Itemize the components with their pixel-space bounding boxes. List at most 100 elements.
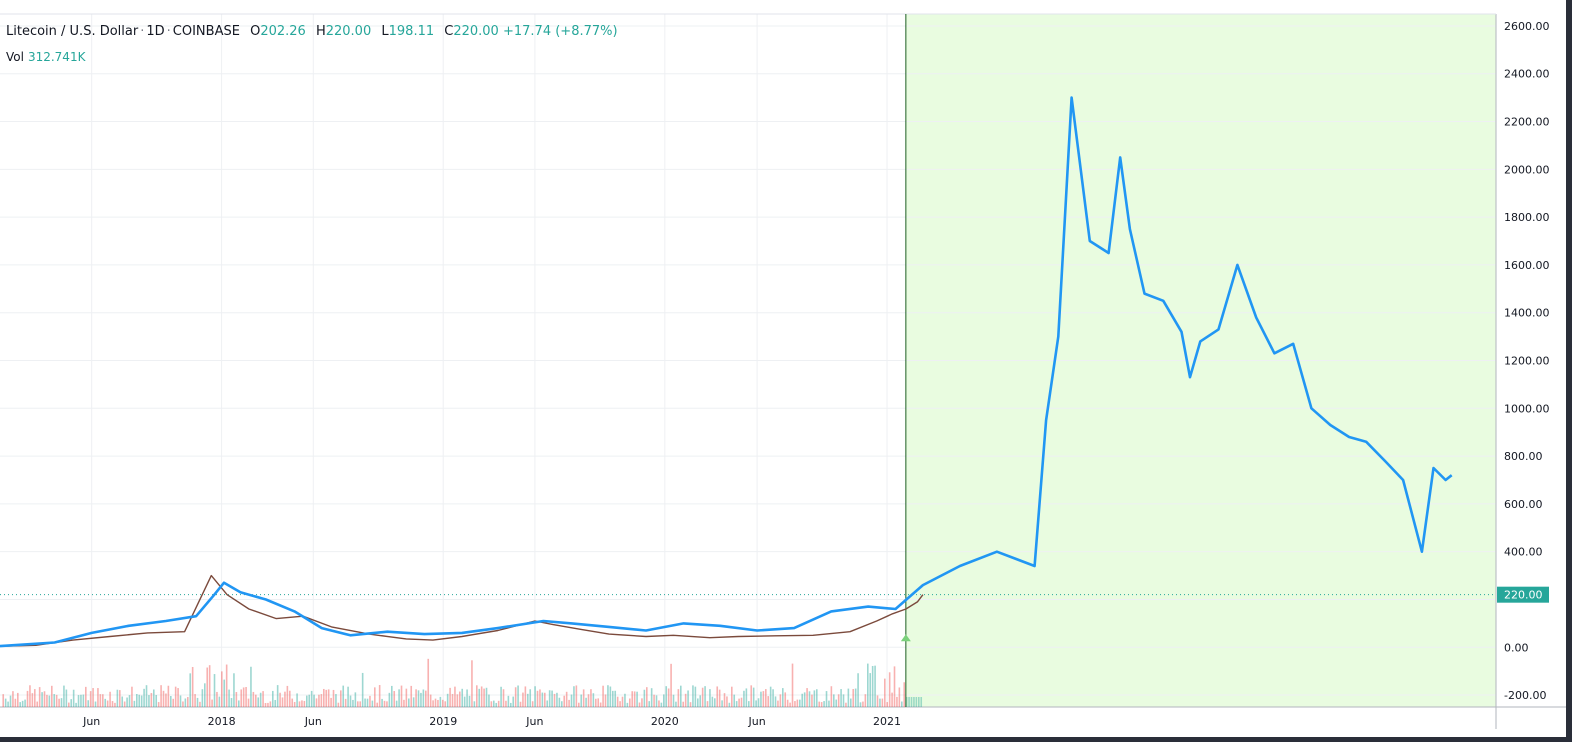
volume-bar: [497, 700, 500, 707]
volume-bar: [315, 698, 318, 707]
window-frame-bottom: [0, 737, 1572, 742]
volume-bar: [544, 692, 546, 707]
volume-bar: [174, 686, 177, 707]
volume-bar: [619, 701, 621, 707]
volume-bar: [374, 687, 376, 707]
volume-bar: [541, 692, 544, 707]
legend-open-label: O: [250, 24, 261, 39]
volume-bar: [694, 686, 697, 707]
volume-bar: [262, 691, 264, 707]
volume-bar: [529, 689, 532, 707]
volume-bar: [587, 694, 590, 707]
volume-bar: [663, 694, 665, 707]
volume-bar: [199, 701, 201, 707]
legend-symbol[interactable]: Litecoin / U.S. Dollar: [6, 24, 139, 39]
volume-bar: [850, 698, 852, 707]
volume-bar: [238, 700, 240, 707]
volume-bar: [97, 688, 99, 707]
volume-bar: [106, 700, 109, 707]
volume-bar: [444, 701, 447, 707]
volume-bar: [483, 688, 485, 707]
volume-bar: [87, 700, 90, 707]
volume-bar: [896, 696, 898, 707]
volume-bar: [760, 691, 762, 707]
volume-bar: [672, 694, 675, 707]
volume-bar: [563, 695, 566, 707]
volume-legend: Vol 312.741K: [6, 50, 85, 64]
volume-bar: [767, 696, 770, 707]
volume-bar: [468, 695, 471, 707]
volume-bar: [233, 673, 235, 707]
volume-bar: [903, 682, 906, 707]
volume-bar: [371, 700, 374, 707]
volume-bar: [157, 702, 160, 707]
volume-bar: [582, 689, 585, 707]
volume-bar: [631, 691, 634, 707]
volume-bar: [658, 700, 660, 707]
volume-bar: [772, 689, 774, 707]
volume-bar: [502, 689, 505, 707]
volume-label: Vol: [6, 50, 24, 64]
y-tick-label: 400.00: [1504, 546, 1543, 559]
volume-bar: [437, 699, 439, 707]
volume-bar: [910, 697, 913, 707]
volume-bar: [585, 697, 587, 707]
volume-bar: [884, 678, 886, 707]
volume-bar: [442, 699, 444, 707]
legend-separator: ·: [140, 24, 145, 39]
volume-bar: [148, 695, 150, 707]
volume-bar: [665, 686, 668, 707]
volume-bar: [697, 698, 699, 707]
volume-bar: [687, 690, 689, 707]
volume-bar: [332, 689, 335, 707]
volume-bar: [755, 700, 757, 707]
volume-bar: [463, 696, 466, 707]
volume-bar: [782, 688, 784, 707]
volume-bar: [36, 701, 39, 707]
legend-close-label: C: [444, 24, 454, 39]
volume-bar: [573, 686, 575, 707]
volume-bar: [155, 695, 158, 707]
volume-bar: [72, 689, 75, 707]
volume-bar: [269, 701, 272, 707]
volume-bar: [490, 701, 493, 707]
volume-bar: [366, 698, 369, 707]
volume-bar: [378, 685, 381, 707]
volume-bar: [738, 698, 740, 707]
volume-bar: [206, 667, 209, 707]
volume-bar: [323, 688, 325, 707]
volume-bar: [417, 690, 420, 707]
volume-bar: [546, 700, 549, 707]
volume-bar: [660, 702, 663, 707]
volume-bar: [102, 694, 104, 707]
volume-bar: [553, 693, 556, 707]
volume-bar: [451, 693, 454, 707]
volume-bar: [51, 685, 53, 707]
volume-bar: [757, 698, 760, 707]
volume-bar: [245, 687, 247, 707]
volume-bar: [726, 696, 728, 707]
legend-interval[interactable]: 1D: [146, 24, 165, 39]
volume-bar: [784, 692, 787, 707]
volume-bar: [667, 688, 670, 707]
volume-bar: [400, 685, 403, 707]
legend-separator: ·: [166, 24, 171, 39]
y-tick-label: 1800.00: [1504, 211, 1550, 224]
volume-bar: [92, 688, 94, 707]
volume-bar: [750, 685, 753, 707]
legend-low-value: 198.11: [388, 24, 435, 39]
volume-bar: [638, 702, 641, 707]
volume-bar: [723, 693, 726, 707]
volume-bar: [318, 694, 320, 707]
volume-bar: [874, 665, 876, 707]
volume-bar: [609, 686, 612, 707]
volume-bar: [89, 691, 92, 707]
volume-bar: [308, 694, 311, 707]
volume-bar: [534, 686, 536, 707]
volume-bar: [272, 690, 274, 707]
volume-bar: [837, 694, 840, 707]
volume-bar: [646, 687, 648, 707]
y-tick-label: 2400.00: [1504, 68, 1550, 81]
